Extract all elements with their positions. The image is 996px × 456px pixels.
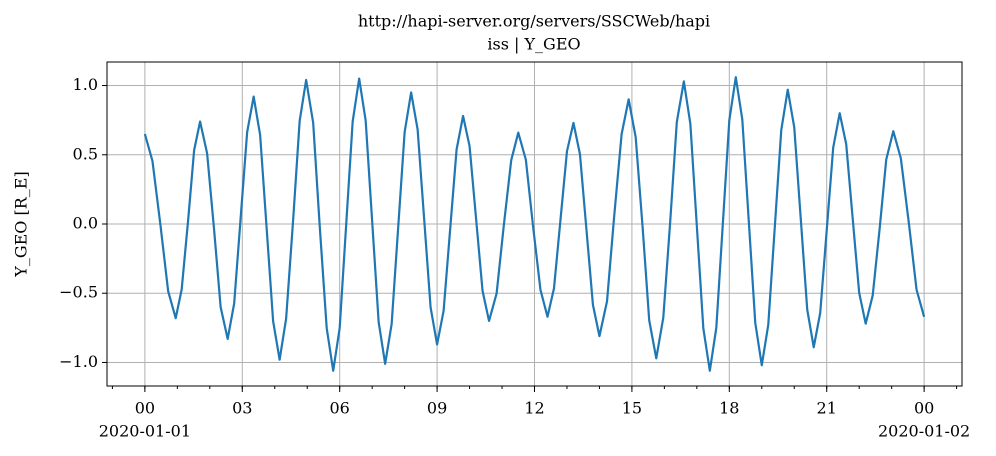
data-line <box>143 76 926 372</box>
x-tick-label: 00 <box>914 399 934 418</box>
date-label: 2020-01-01 <box>99 422 191 441</box>
x-tick-label: 21 <box>817 399 837 418</box>
y-tick-label: 0.5 <box>73 144 98 163</box>
x-tick-label: 09 <box>427 399 447 418</box>
x-tick-label: 18 <box>719 399 739 418</box>
plot-frame <box>106 61 963 387</box>
y-tick-label: −1.0 <box>59 352 98 371</box>
y-tick-label: 1.0 <box>73 75 98 94</box>
x-tick-label: 03 <box>232 399 252 418</box>
chart-title: http://hapi-server.org/servers/SSCWeb/ha… <box>358 12 710 31</box>
x-tick-label: 06 <box>330 399 350 418</box>
y-axis-label: Y_GEO [R_E] <box>12 171 31 277</box>
y-tick-label: 0.0 <box>73 214 98 233</box>
chart-subtitle: iss | Y_GEO <box>487 35 580 54</box>
x-tick-label: 00 <box>135 399 155 418</box>
date-label: 2020-01-02 <box>878 422 970 441</box>
x-tick-label: 15 <box>622 399 642 418</box>
x-tick-label: 12 <box>524 399 544 418</box>
y-tick-label: −0.5 <box>59 283 98 302</box>
